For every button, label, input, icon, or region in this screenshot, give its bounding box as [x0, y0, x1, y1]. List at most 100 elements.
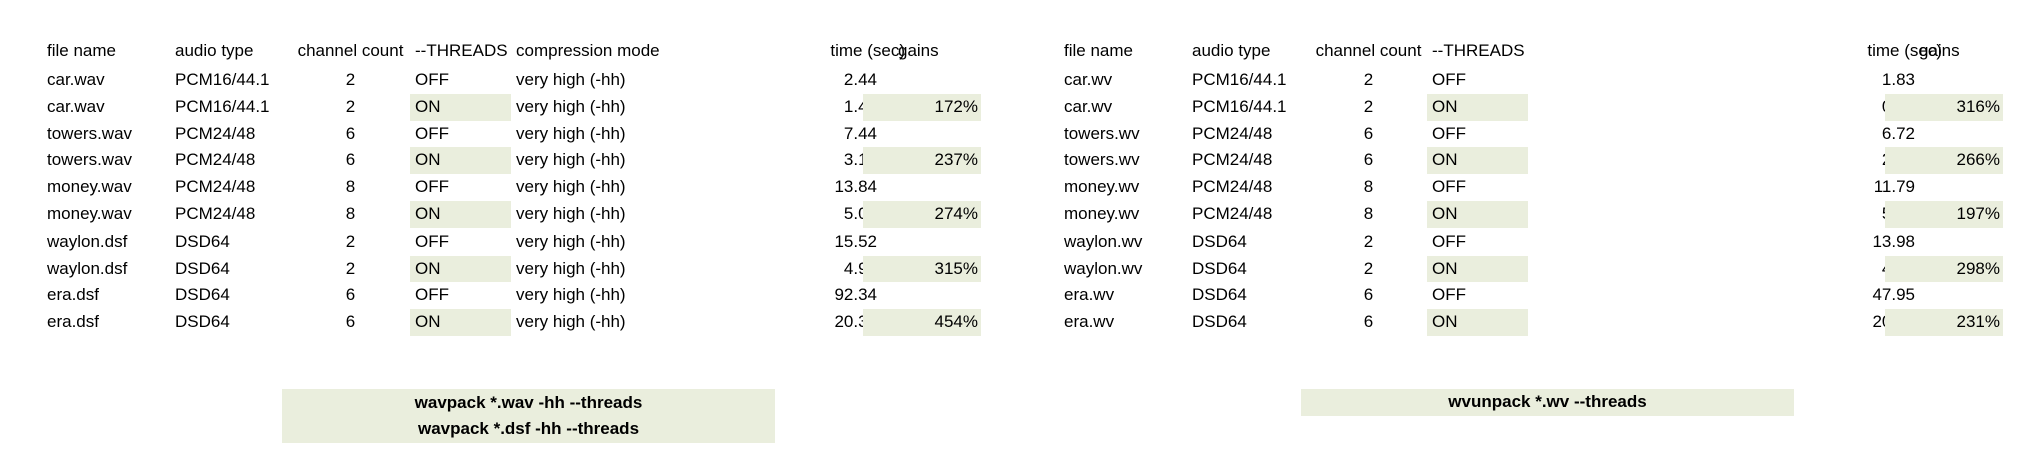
audio-type-cell: DSD64: [175, 312, 230, 332]
time-cell: 3.14: [843, 150, 877, 170]
threads-cell: ON: [1427, 147, 1528, 175]
header-channel-count: channel count: [297, 41, 404, 60]
time-cell: 7.44: [843, 123, 877, 143]
gains-cell: [863, 229, 981, 256]
threads-cell: ON: [1427, 200, 1528, 228]
header-audio-type: audio type: [1192, 41, 1271, 60]
threads-cell: ON: [1427, 255, 1528, 283]
channel-count-cell: 6: [345, 312, 356, 332]
channel-count-cell: 2: [1363, 258, 1374, 278]
file-name-cell: waylon.dsf: [47, 231, 128, 251]
gains-cell: 274%: [863, 200, 981, 228]
file-name-cell: waylon.wv: [1064, 258, 1143, 278]
gains-cell: 315%: [863, 255, 981, 283]
audio-type-cell: DSD64: [175, 258, 230, 278]
gains-cell: 231%: [1885, 309, 2003, 336]
channel-count-cell: 6: [1363, 123, 1374, 143]
header-threads: --THREADS: [415, 41, 508, 60]
header-gains: gains: [1919, 41, 1960, 60]
header-audio-type: audio type: [175, 41, 254, 60]
gains-cell: 172%: [863, 93, 981, 121]
threads-cell: ON: [410, 309, 511, 336]
threads-cell: OFF: [1432, 123, 1466, 143]
file-name-cell: car.wv: [1064, 96, 1113, 116]
audio-type-cell: DSD64: [1192, 231, 1247, 251]
audio-type-cell: PCM24/48: [1192, 203, 1273, 223]
channel-count-cell: 8: [345, 203, 356, 223]
encode-commands-box: wavpack *.wav -hh --threads wavpack *.ds…: [282, 389, 775, 443]
file-name-cell: towers.wv: [1064, 123, 1140, 143]
channel-count-cell: 8: [345, 177, 356, 197]
file-name-cell: towers.wv: [1064, 150, 1140, 170]
threads-cell: OFF: [415, 231, 449, 251]
threads-cell: OFF: [1432, 177, 1466, 197]
compression-mode-cell: very high (-hh): [516, 177, 626, 197]
threads-cell: OFF: [415, 123, 449, 143]
channel-count-cell: 6: [1363, 312, 1374, 332]
decode-commands-box: wvunpack *.wv --threads: [1301, 389, 1794, 416]
compression-mode-cell: very high (-hh): [516, 285, 626, 305]
time-cell: 2.44: [843, 70, 877, 89]
compression-mode-cell: very high (-hh): [516, 70, 626, 89]
file-name-cell: era.wv: [1064, 285, 1115, 305]
audio-type-cell: PCM16/44.1: [1192, 70, 1287, 89]
audio-type-cell: PCM24/48: [1192, 123, 1273, 143]
time-cell: 6.72: [1881, 123, 1915, 143]
audio-type-cell: PCM16/44.1: [175, 70, 270, 89]
threads-cell: ON: [410, 200, 511, 228]
time-cell: 4.93: [843, 258, 877, 278]
channel-count-cell: 6: [1363, 150, 1374, 170]
file-name-cell: towers.wav: [47, 150, 133, 170]
audio-type-cell: DSD64: [1192, 258, 1247, 278]
audio-type-cell: DSD64: [1192, 285, 1247, 305]
time-cell: 92.34: [834, 285, 877, 305]
time-cell: 1.83: [1881, 70, 1915, 89]
header-file-name: file name: [47, 41, 116, 60]
channel-count-cell: 8: [1363, 203, 1374, 223]
gains-cell: [863, 174, 981, 201]
channel-count-cell: 2: [345, 231, 356, 251]
gains-cell: 266%: [1885, 147, 2003, 175]
audio-type-cell: PCM24/48: [175, 203, 256, 223]
threads-cell: OFF: [415, 70, 449, 89]
compression-mode-cell: very high (-hh): [516, 203, 626, 223]
time-cell: 1.42: [843, 96, 877, 116]
gains-cell: [863, 67, 981, 94]
time-cell: 11.79: [1873, 177, 1915, 197]
compression-mode-cell: very high (-hh): [516, 96, 626, 116]
audio-type-cell: PCM16/44.1: [175, 96, 270, 116]
channel-count-cell: 2: [345, 70, 356, 89]
threads-cell: ON: [410, 255, 511, 283]
time-cell: 15.52: [834, 231, 877, 251]
threads-cell: ON: [1427, 309, 1528, 336]
header-threads: --THREADS: [1432, 41, 1525, 60]
file-name-cell: money.wav: [47, 203, 132, 223]
file-name-cell: towers.wav: [47, 123, 133, 143]
compression-mode-cell: very high (-hh): [516, 231, 626, 251]
channel-count-cell: 2: [1363, 231, 1374, 251]
audio-type-cell: DSD64: [175, 231, 230, 251]
gains-cell: 237%: [863, 147, 981, 175]
header-channel-count: channel count: [1315, 41, 1422, 60]
channel-count-cell: 2: [1363, 70, 1374, 89]
file-name-cell: car.wv: [1064, 70, 1113, 89]
file-name-cell: money.wv: [1064, 203, 1140, 223]
command-line-wv: wvunpack *.wv --threads: [1448, 392, 1647, 411]
file-name-cell: money.wav: [47, 177, 132, 197]
header-file-name: file name: [1064, 41, 1133, 60]
threads-cell: OFF: [1432, 70, 1466, 89]
compression-mode-cell: very high (-hh): [516, 150, 626, 170]
channel-count-cell: 2: [1363, 96, 1374, 116]
header-time: time (sec): [830, 41, 905, 60]
gains-cell: [1885, 67, 2003, 94]
compression-mode-cell: very high (-hh): [516, 123, 626, 143]
gains-cell: [1885, 229, 2003, 256]
audio-type-cell: DSD64: [1192, 312, 1247, 332]
gains-cell: 197%: [1885, 200, 2003, 228]
gains-cell: [1885, 282, 2003, 309]
compression-mode-cell: very high (-hh): [516, 258, 626, 278]
file-name-cell: car.wav: [47, 70, 105, 89]
channel-count-cell: 6: [345, 123, 356, 143]
header-compression-mode: compression mode: [516, 41, 660, 60]
header-gains: gains: [898, 41, 939, 60]
